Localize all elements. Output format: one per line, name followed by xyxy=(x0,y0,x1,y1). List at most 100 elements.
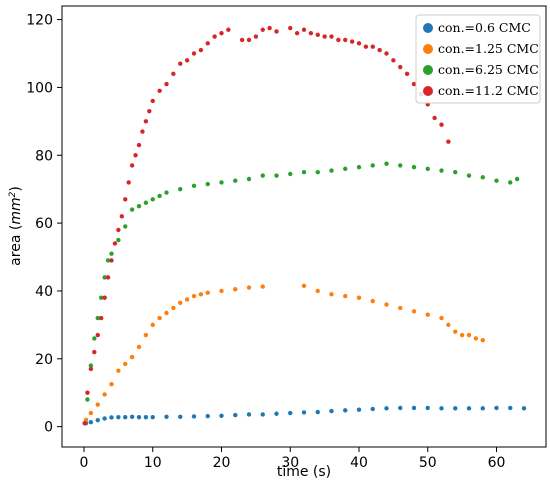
data-point xyxy=(88,410,94,416)
data-point xyxy=(343,37,348,43)
data-point xyxy=(453,170,458,175)
data-point xyxy=(233,287,238,292)
data-point xyxy=(356,164,362,170)
data-point xyxy=(377,47,382,53)
data-point xyxy=(459,332,465,338)
data-point xyxy=(105,258,111,263)
data-point xyxy=(391,58,396,63)
data-point xyxy=(363,44,369,49)
legend-marker-6-25-cmc xyxy=(423,65,433,75)
data-point xyxy=(126,180,131,185)
data-point xyxy=(184,58,190,63)
data-point xyxy=(322,34,327,39)
data-point xyxy=(198,47,204,53)
legend-marker-1-25-cmc xyxy=(423,44,433,54)
data-point xyxy=(301,27,307,32)
data-point xyxy=(164,190,169,195)
data-point xyxy=(102,295,107,300)
data-point xyxy=(425,405,430,411)
data-point xyxy=(356,295,362,300)
data-point xyxy=(109,415,114,420)
data-point xyxy=(157,88,162,94)
data-point xyxy=(384,302,389,307)
data-point xyxy=(370,406,375,412)
data-point xyxy=(453,329,458,334)
data-point xyxy=(398,64,403,70)
legend-label-0-6-cmc: con.=0.6 CMC xyxy=(438,20,531,35)
x-tick-label: 50 xyxy=(419,455,437,471)
data-point xyxy=(294,30,300,36)
data-point xyxy=(384,406,389,411)
data-point xyxy=(116,227,121,233)
data-point xyxy=(260,27,265,32)
data-point xyxy=(129,163,135,168)
data-point xyxy=(315,170,320,175)
data-point xyxy=(439,406,444,411)
data-point xyxy=(439,168,444,173)
data-point xyxy=(226,27,231,32)
data-point xyxy=(178,300,183,306)
data-point xyxy=(88,420,94,425)
x-tick-label: 60 xyxy=(488,455,506,471)
x-axis-ticks: 0 10 20 30 40 50 60 xyxy=(80,447,506,471)
data-point xyxy=(140,129,145,134)
data-point xyxy=(150,98,155,104)
data-point xyxy=(384,51,389,56)
data-point xyxy=(164,310,169,316)
data-point xyxy=(439,122,444,127)
data-point xyxy=(233,178,238,183)
data-point xyxy=(123,414,128,420)
data-point xyxy=(143,414,149,420)
data-point xyxy=(267,25,272,31)
data-point xyxy=(398,405,403,411)
data-point xyxy=(370,163,375,168)
data-point xyxy=(411,405,417,411)
data-point xyxy=(288,171,293,177)
data-point xyxy=(184,297,190,302)
legend-label-1-25-cmc: con.=1.25 CMC xyxy=(438,41,539,56)
data-point xyxy=(178,414,183,420)
data-point xyxy=(191,51,197,56)
series-con-6-25-cmc xyxy=(82,161,520,426)
legend-label-11-2-cmc: con.=11.2 CMC xyxy=(438,83,539,98)
series-con-0-6-cmc xyxy=(83,405,527,426)
x-tick-label: 0 xyxy=(80,455,89,471)
data-point xyxy=(343,293,348,299)
series-con-11-2-cmc xyxy=(82,25,451,426)
data-point xyxy=(253,34,259,39)
data-point xyxy=(466,332,472,338)
legend-box xyxy=(415,14,541,104)
data-point xyxy=(446,322,451,328)
data-point xyxy=(92,336,97,341)
data-point xyxy=(92,349,97,355)
data-point xyxy=(219,180,224,185)
data-point xyxy=(473,336,479,341)
data-point xyxy=(109,251,114,256)
data-point xyxy=(85,390,90,395)
data-point xyxy=(219,413,224,418)
data-point xyxy=(425,166,430,172)
data-point xyxy=(246,37,252,43)
data-point xyxy=(466,173,472,178)
data-point xyxy=(123,224,128,229)
data-point xyxy=(178,186,183,192)
data-point xyxy=(150,322,155,328)
data-point xyxy=(82,421,87,426)
data-point xyxy=(123,361,128,367)
data-points-layer xyxy=(82,25,527,426)
data-point xyxy=(191,293,197,299)
data-point xyxy=(329,168,334,173)
data-point xyxy=(109,382,114,387)
legend-label-6-25-cmc: con.=6.25 CMC xyxy=(438,62,539,77)
data-point xyxy=(205,290,210,295)
data-point xyxy=(123,197,128,202)
data-point xyxy=(288,25,293,31)
data-point xyxy=(95,418,100,423)
data-point xyxy=(164,414,169,420)
data-point xyxy=(136,203,142,209)
data-point xyxy=(439,315,444,321)
data-point xyxy=(384,161,389,166)
data-point xyxy=(329,34,334,39)
x-axis-label: time (s) xyxy=(277,464,331,480)
